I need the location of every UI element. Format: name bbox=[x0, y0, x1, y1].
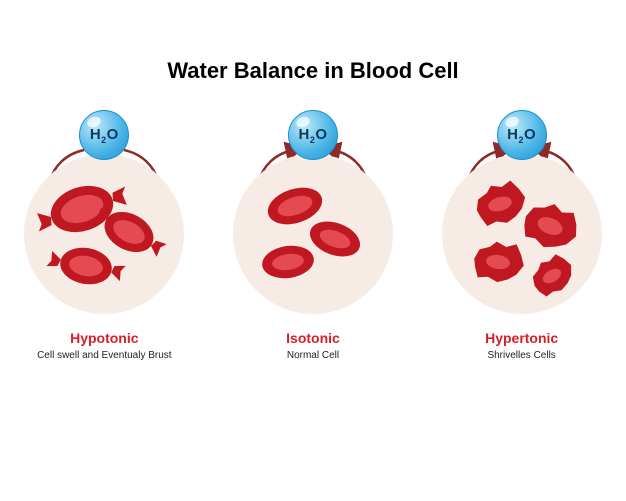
cells-svg-isotonic bbox=[233, 154, 393, 314]
cells-svg-hypertonic bbox=[442, 154, 602, 314]
panel-isotonic: H2O Isotonic Normal Cell bbox=[218, 110, 408, 361]
cells-svg-hypotonic bbox=[24, 154, 184, 314]
panel-title-hypertonic: Hypertonic bbox=[485, 330, 558, 346]
diagram-title: Water Balance in Blood Cell bbox=[0, 58, 626, 84]
panel-hypotonic: H2O bbox=[9, 110, 199, 361]
water-label-isotonic: H2O bbox=[298, 126, 327, 145]
water-bubble-hypertonic: H2O bbox=[497, 110, 547, 160]
panel-hypertonic: H2O bbox=[427, 110, 617, 361]
water-bubble-hypotonic: H2O bbox=[79, 110, 129, 160]
panels-row: H2O bbox=[0, 110, 626, 361]
water-label-hypertonic: H2O bbox=[507, 126, 536, 145]
panel-subtitle-hypertonic: Shrivelles Cells bbox=[487, 350, 555, 361]
cell-circle-hypertonic bbox=[442, 154, 602, 314]
cell-circle-hypotonic bbox=[24, 154, 184, 314]
water-bubble-isotonic: H2O bbox=[288, 110, 338, 160]
panel-subtitle-isotonic: Normal Cell bbox=[287, 350, 339, 361]
panel-title-isotonic: Isotonic bbox=[286, 330, 340, 346]
panel-subtitle-hypotonic: Cell swell and Eventualy Brust bbox=[37, 350, 172, 361]
panel-title-hypotonic: Hypotonic bbox=[70, 330, 138, 346]
water-label-hypotonic: H2O bbox=[90, 126, 119, 145]
cell-circle-isotonic bbox=[233, 154, 393, 314]
